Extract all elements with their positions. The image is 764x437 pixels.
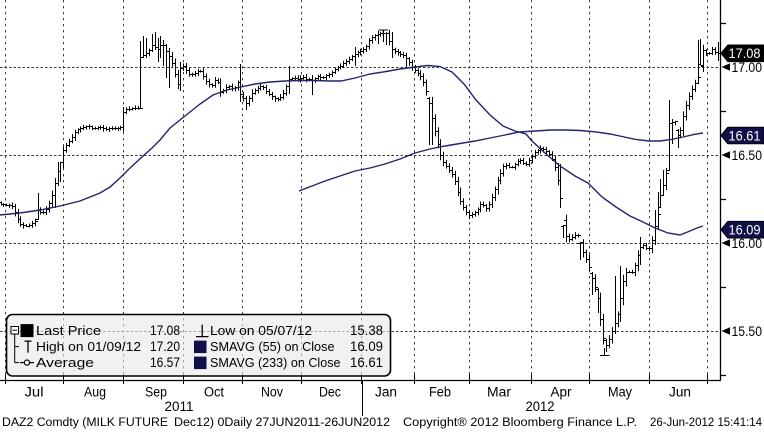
svg-text:2012: 2012 bbox=[526, 399, 555, 414]
svg-text:Average: Average bbox=[36, 355, 94, 370]
svg-text:16.09: 16.09 bbox=[729, 223, 761, 238]
svg-text:Dec: Dec bbox=[319, 385, 341, 400]
svg-text:Nov: Nov bbox=[261, 385, 283, 400]
svg-text:16.61: 16.61 bbox=[350, 354, 383, 370]
svg-text:Feb: Feb bbox=[429, 385, 451, 400]
svg-text:15.38: 15.38 bbox=[350, 322, 383, 338]
svg-text:16.00: 16.00 bbox=[732, 236, 763, 251]
svg-text:Oct: Oct bbox=[204, 385, 224, 400]
svg-text:17.20: 17.20 bbox=[150, 338, 180, 354]
svg-text:15.50: 15.50 bbox=[732, 324, 763, 339]
svg-text:Last Price: Last Price bbox=[36, 323, 101, 338]
svg-text:16.09: 16.09 bbox=[350, 338, 383, 354]
svg-text:Jan: Jan bbox=[375, 385, 397, 400]
svg-text:SMAVG (55) on Close: SMAVG (55) on Close bbox=[210, 339, 335, 354]
svg-text:Jun: Jun bbox=[669, 385, 691, 400]
svg-text:Mar: Mar bbox=[487, 385, 512, 400]
svg-text:Dec12) 0Daily 27JUN2011-26JUN2: Dec12) 0Daily 27JUN2011-26JUN2012 bbox=[174, 417, 390, 429]
svg-text:2011: 2011 bbox=[165, 399, 194, 414]
svg-text:Sep: Sep bbox=[145, 385, 167, 400]
svg-text:16.57: 16.57 bbox=[150, 354, 180, 370]
svg-text:17.08: 17.08 bbox=[150, 322, 180, 338]
svg-text:Apr: Apr bbox=[551, 385, 572, 400]
svg-text:Jul: Jul bbox=[25, 385, 44, 400]
svg-text:16.50: 16.50 bbox=[732, 148, 763, 163]
svg-text:17.08: 17.08 bbox=[729, 46, 761, 61]
svg-text:Aug: Aug bbox=[84, 385, 106, 400]
svg-text:26-Jun-2012 15:41:14: 26-Jun-2012 15:41:14 bbox=[650, 417, 763, 429]
svg-text:Low on 05/07/12: Low on 05/07/12 bbox=[210, 323, 312, 338]
svg-text:SMAVG (233) on Close: SMAVG (233) on Close bbox=[210, 355, 341, 370]
svg-text:DAZ2 Comdty (MILK FUTURE: DAZ2 Comdty (MILK FUTURE bbox=[2, 417, 168, 429]
svg-text:17.00: 17.00 bbox=[732, 60, 763, 75]
svg-text:Copyright® 2012 Bloomberg Fina: Copyright® 2012 Bloomberg Finance L.P. bbox=[403, 417, 637, 429]
svg-text:May: May bbox=[608, 385, 632, 400]
svg-text:High on 01/09/12: High on 01/09/12 bbox=[36, 339, 141, 354]
svg-text:16.61: 16.61 bbox=[729, 128, 761, 143]
